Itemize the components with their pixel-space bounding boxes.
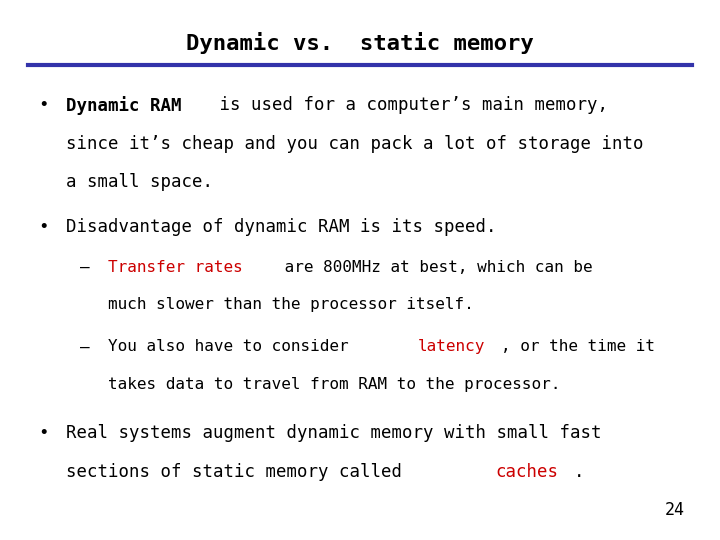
- Text: , or the time it: , or the time it: [501, 340, 655, 354]
- Text: Real systems augment dynamic memory with small fast: Real systems augment dynamic memory with…: [66, 424, 602, 442]
- Text: –: –: [80, 340, 90, 354]
- Text: •: •: [39, 218, 49, 236]
- Text: You also have to consider: You also have to consider: [108, 340, 358, 354]
- Text: 24: 24: [665, 501, 685, 519]
- Text: are 800MHz at best, which can be: are 800MHz at best, which can be: [274, 260, 593, 275]
- Text: a small space.: a small space.: [66, 173, 213, 191]
- Text: •: •: [39, 96, 49, 114]
- Text: Dynamic vs.  static memory: Dynamic vs. static memory: [186, 31, 534, 53]
- Text: latency: latency: [418, 340, 485, 354]
- Text: caches: caches: [495, 463, 559, 481]
- Text: –: –: [80, 260, 90, 275]
- Text: Transfer rates: Transfer rates: [108, 260, 243, 275]
- Text: since it’s cheap and you can pack a lot of storage into: since it’s cheap and you can pack a lot …: [66, 135, 644, 153]
- Text: takes data to travel from RAM to the processor.: takes data to travel from RAM to the pro…: [108, 377, 560, 392]
- Text: is used for a computer’s main memory,: is used for a computer’s main memory,: [210, 96, 608, 114]
- Text: .: .: [574, 463, 584, 481]
- Text: •: •: [39, 424, 49, 442]
- Text: much slower than the processor itself.: much slower than the processor itself.: [108, 297, 474, 312]
- Text: Dynamic RAM: Dynamic RAM: [66, 96, 181, 116]
- Text: sections of static memory called: sections of static memory called: [66, 463, 413, 481]
- Text: Disadvantage of dynamic RAM is its speed.: Disadvantage of dynamic RAM is its speed…: [66, 218, 497, 236]
